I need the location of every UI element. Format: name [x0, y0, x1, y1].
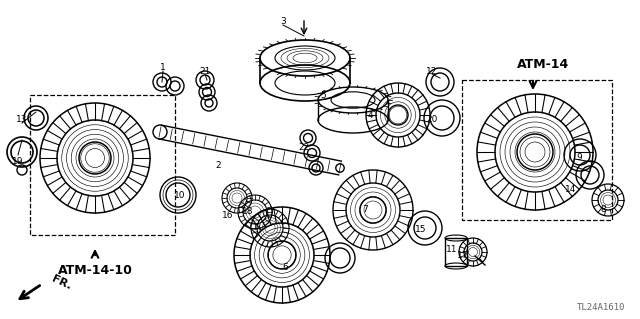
Text: FR.: FR. — [50, 274, 73, 292]
Text: ATM-14: ATM-14 — [517, 58, 569, 71]
Text: 6: 6 — [282, 263, 288, 272]
Text: 21: 21 — [199, 68, 211, 77]
Bar — [445, 238, 467, 266]
Text: 12: 12 — [426, 68, 438, 77]
Text: 20: 20 — [426, 115, 438, 124]
Text: 8: 8 — [600, 205, 606, 214]
Text: 3: 3 — [280, 18, 286, 26]
Text: 15: 15 — [415, 226, 427, 234]
Text: 16: 16 — [222, 211, 234, 219]
Text: 2: 2 — [215, 160, 221, 169]
Text: TL24A1610: TL24A1610 — [577, 303, 625, 312]
Text: 17: 17 — [457, 250, 468, 259]
Text: ATM-14-10: ATM-14-10 — [58, 263, 132, 277]
Text: 1: 1 — [160, 63, 166, 72]
Text: 11: 11 — [446, 246, 458, 255]
Text: 22: 22 — [298, 144, 310, 152]
Text: 5: 5 — [320, 91, 326, 100]
Text: 10: 10 — [174, 191, 186, 201]
Text: 7: 7 — [362, 205, 368, 214]
Text: 19: 19 — [12, 158, 24, 167]
Bar — [30, 95, 175, 235]
Text: 14: 14 — [565, 186, 577, 195]
Text: 4: 4 — [367, 110, 373, 120]
Bar — [462, 80, 612, 220]
Text: 13: 13 — [16, 115, 28, 124]
Text: 9: 9 — [576, 152, 582, 161]
Text: 18: 18 — [243, 207, 253, 217]
